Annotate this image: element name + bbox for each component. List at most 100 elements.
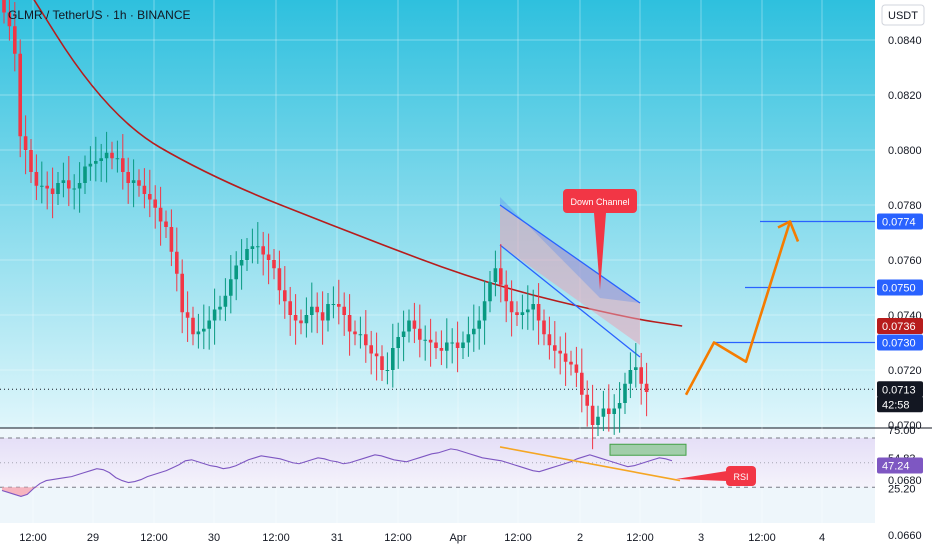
candle-body <box>315 306 319 313</box>
candle-body <box>380 356 384 370</box>
down-channel-callout-pointer <box>594 213 606 290</box>
candle-body <box>634 367 638 370</box>
candle-body <box>23 136 28 150</box>
time-axis[interactable]: 12:00 29 12:00 30 12:00 31 12:00 Apr 12:00 2 12:00… <box>19 532 825 544</box>
candle-body <box>29 150 33 172</box>
annotations: Down Channel <box>563 189 637 290</box>
candle-body <box>337 304 341 307</box>
candle-body <box>526 309 530 313</box>
support-zone <box>609 443 687 456</box>
candle-body <box>353 331 357 335</box>
rsi-tick-label: 25.20 <box>888 483 916 495</box>
candle-body <box>590 405 595 425</box>
candle-body <box>7 12 12 27</box>
candle-body <box>272 260 276 269</box>
candle-body <box>56 183 60 194</box>
candle-body <box>207 320 211 329</box>
candle-body <box>88 163 93 167</box>
candle-body <box>45 185 49 189</box>
time-tick-label: 12:00 <box>748 532 776 544</box>
candle-body <box>401 331 406 337</box>
candle-body <box>277 268 282 291</box>
candle-body <box>234 265 238 280</box>
candle-body <box>218 306 222 310</box>
price-label: 42:58 <box>882 399 910 411</box>
candle-body <box>412 320 417 329</box>
candle-body <box>569 361 573 365</box>
candle-body <box>364 334 368 346</box>
candle-body <box>418 328 422 340</box>
candle-body <box>239 260 244 266</box>
price-pane-background <box>0 0 875 428</box>
candle-body <box>288 301 292 315</box>
channel-upper-line <box>499 204 641 304</box>
candle-body <box>191 317 195 335</box>
rsi-current-label: 47.24 <box>882 460 910 472</box>
candle-body <box>574 364 579 373</box>
candle-body <box>639 367 643 384</box>
price-label-box <box>877 381 923 398</box>
candle-body <box>104 152 109 159</box>
candle-body <box>126 172 130 183</box>
time-tick-label: 12:00 <box>19 532 47 544</box>
grid <box>0 388 875 390</box>
candle-body <box>61 180 66 183</box>
candle-body <box>493 268 498 282</box>
candle-body <box>164 221 168 227</box>
price-tick-label: 0.0820 <box>888 90 922 102</box>
forecast-path <box>684 220 800 396</box>
candle-body <box>466 334 471 343</box>
candle-body <box>304 315 309 324</box>
candle-body <box>245 249 249 260</box>
candle-body <box>547 334 552 346</box>
time-tick-label: 30 <box>208 532 220 544</box>
candle-body <box>256 246 260 248</box>
forecast-arrowhead <box>777 220 800 242</box>
candle-body <box>477 320 481 329</box>
candle-body <box>310 306 314 315</box>
rsi-tick-label: 75.00 <box>888 425 916 437</box>
candle-body <box>50 188 55 194</box>
candle-body <box>580 372 584 395</box>
candle-body <box>283 290 287 302</box>
candle-body <box>374 353 379 357</box>
candle-body <box>158 207 163 222</box>
price-label: 0.0730 <box>882 338 916 350</box>
rsi-line <box>1 448 673 497</box>
candle-body <box>585 394 589 406</box>
price-tick-label: 0.0660 <box>888 530 922 542</box>
time-tick-label: 31 <box>331 532 343 544</box>
candle-body <box>531 304 535 310</box>
candle-body <box>110 152 114 159</box>
time-axis-background <box>0 523 875 550</box>
candle-body <box>472 328 476 335</box>
price-levels <box>715 220 875 344</box>
currency-badge-box[interactable] <box>881 4 925 26</box>
rsi-oversold-fill <box>2 487 224 497</box>
price-axis[interactable]: 0.08400.08200.08000.07800.07600.07400.07… <box>877 35 923 542</box>
price-tick-label: 0.0760 <box>888 255 922 267</box>
candle-body <box>553 345 557 351</box>
candle-body <box>428 339 433 343</box>
candle-body <box>455 342 460 348</box>
candle-body <box>153 199 157 208</box>
candle-body <box>320 312 325 321</box>
candle-body <box>450 342 454 344</box>
candle-body <box>617 403 622 409</box>
price-label: 0.0750 <box>882 283 916 295</box>
candle-body <box>131 180 136 183</box>
candle-body <box>299 320 303 324</box>
time-tick-label: 29 <box>87 532 99 544</box>
channel-fill <box>500 205 640 345</box>
currency-badge: USDT <box>888 10 918 22</box>
candle-body <box>94 161 98 164</box>
candle-body <box>509 301 514 313</box>
candle-body <box>250 246 255 249</box>
candle-body <box>202 328 206 332</box>
candle-body <box>607 408 611 414</box>
time-tick-label: 4 <box>819 532 825 544</box>
price-label-box <box>877 279 923 296</box>
candle-body <box>175 251 179 274</box>
